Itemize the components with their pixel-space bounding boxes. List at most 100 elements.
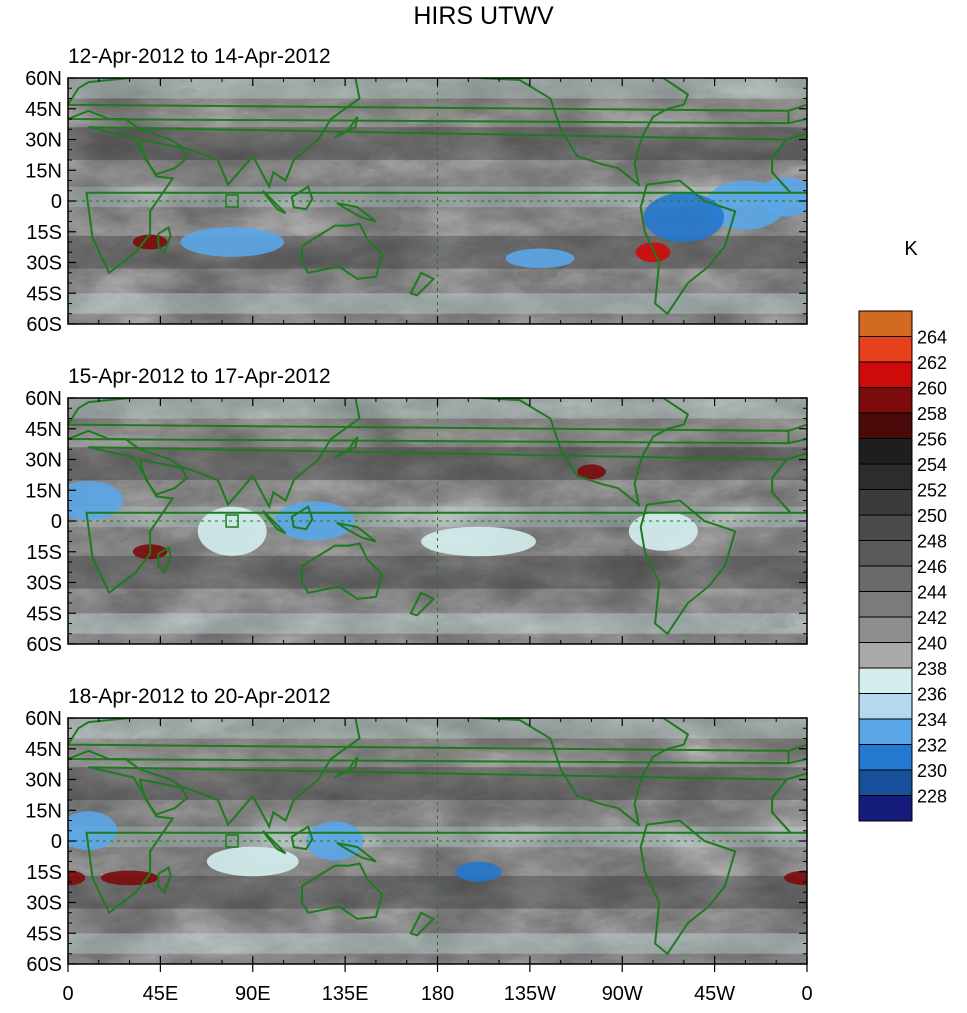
colorbar-swatch [858,387,913,414]
field-feature [132,234,168,250]
field-feature [577,464,606,480]
lat-tick-label: 30S [26,253,62,275]
colorbar-level-label: 234 [917,710,947,730]
colorbar-swatch [858,718,913,745]
colorbar-swatch [858,795,913,822]
field-feature [197,506,267,556]
field-feature [68,870,86,886]
panel-3-subtitle: 18-Apr-2012 to 20-Apr-2012 [68,685,331,708]
colorbar-level-label: 246 [917,557,947,577]
coastline-arabia [138,458,189,496]
colorbar-swatch [858,514,913,541]
lat-tick-label: 60S [26,954,62,976]
field-feature [505,248,575,269]
colorbar-swatch [858,463,913,490]
coastline-africa [85,766,793,915]
lat-tick-label: 60S [26,634,62,656]
colorbar-level-label: 230 [917,761,947,781]
colorbar-level-label: 232 [917,736,947,756]
coastline-japan [334,116,359,139]
coastline-newguinea [336,522,377,543]
coastline-newguinea [336,202,377,223]
colorbar-swatch [858,616,913,643]
coastline-africa [85,446,793,595]
coastline-japan [334,436,359,459]
colorbar-level-label: 250 [917,506,947,526]
coastline-sumatra [262,830,287,855]
lat-tick-label: 45N [25,739,62,761]
coastline-eurasia [68,78,790,190]
lat-tick-label: 15S [26,862,62,884]
coastline-eurasia-wrap [787,422,807,445]
figure-title: HIRS UTWV [413,2,554,30]
lat-tick-label: 15N [25,160,62,182]
coastline-eurasia-wrap [787,102,807,125]
colorbar-swatch [858,667,913,694]
colorbar: K 264 262 260 258 256 254 252 250 248 246 244 242 24… [858,238,947,822]
coastline-australia [301,542,384,600]
coastline-arabia [138,778,189,816]
coastline-borneo [290,825,314,851]
colorbar-swatch [858,565,913,592]
coastline-australia [301,862,384,920]
lat-tick-label: 60N [25,708,62,730]
colorbar-level-label: 236 [917,685,947,705]
field-zonal-band [68,826,807,848]
lat-tick-label: 15N [25,480,62,502]
coastline-sumatra [262,510,287,535]
colorbar-swatch [858,438,913,465]
colorbar-swatch [858,769,913,796]
colorbar-swatch [858,591,913,618]
lat-tick-label: 0 [51,831,62,853]
coastline-borneo [290,505,314,531]
panel-1-subtitle: 12-Apr-2012 to 14-Apr-2012 [68,45,331,68]
lat-tick-label: 15N [25,800,62,822]
lon-tick-label: 90W [602,983,643,1005]
coastline-africa-wrap [771,452,807,514]
coastline-africa-wrap [771,772,807,834]
colorbar-level-label: 260 [917,379,947,399]
field-zonal-band [68,186,807,208]
coastline-newguinea [336,842,377,863]
lon-tick-label: 90E [235,983,271,1005]
colorbar-swatch [858,540,913,567]
coastline-namerica [478,78,690,188]
coastline-africa-wrap [771,132,807,194]
colorbar-swatch [858,336,913,363]
colorbar-level-label: 244 [917,583,947,603]
coastline-nz [409,911,436,937]
coastline-samerica [639,819,737,956]
colorbar-level-label: 262 [917,353,947,373]
colorbar-level-label: 254 [917,455,947,475]
coastline-sumatra [262,190,287,215]
lat-tick-label: 45N [25,99,62,121]
coastline-eurasia-wrap [787,742,807,765]
panel-2-subtitle: 15-Apr-2012 to 17-Apr-2012 [68,365,331,388]
colorbar-level-label: 240 [917,634,947,654]
lat-tick-label: 45S [26,283,62,305]
lon-tick-label: 0 [801,983,812,1005]
field-feature [643,192,725,242]
panel-2: 15-Apr-2012 to 17-Apr-2012 60N 45N 30N 15N 0… [25,365,808,656]
colorbar-level-label: 238 [917,659,947,679]
colorbar-level-label: 258 [917,404,947,424]
panel-1: 12-Apr-2012 to 14-Apr-2012 60N 45N 30N 15N 0… [25,45,808,336]
lon-tick-label: 180 [421,983,454,1005]
lat-tick-label: 45S [26,603,62,625]
panel-3: 18-Apr-2012 to 20-Apr-2012 60N 45N 30N 15N 0… [25,685,812,1005]
lat-tick-label: 60S [26,314,62,336]
colorbar-level-label: 248 [917,532,947,552]
lon-tick-label: 45W [694,983,735,1005]
lat-tick-label: 0 [51,511,62,533]
coastline-madagascar [157,226,172,255]
lat-tick-label: 60N [25,388,62,410]
lat-tick-label: 45S [26,923,62,945]
coastline-namerica [478,398,690,508]
lat-tick-label: 15S [26,222,62,244]
coastline-australia [301,222,384,280]
coastline-borneo [290,185,314,211]
lat-tick-label: 30S [26,573,62,595]
colorbar-level-label: 228 [917,787,947,807]
lon-tick-label: 135E [322,983,369,1005]
